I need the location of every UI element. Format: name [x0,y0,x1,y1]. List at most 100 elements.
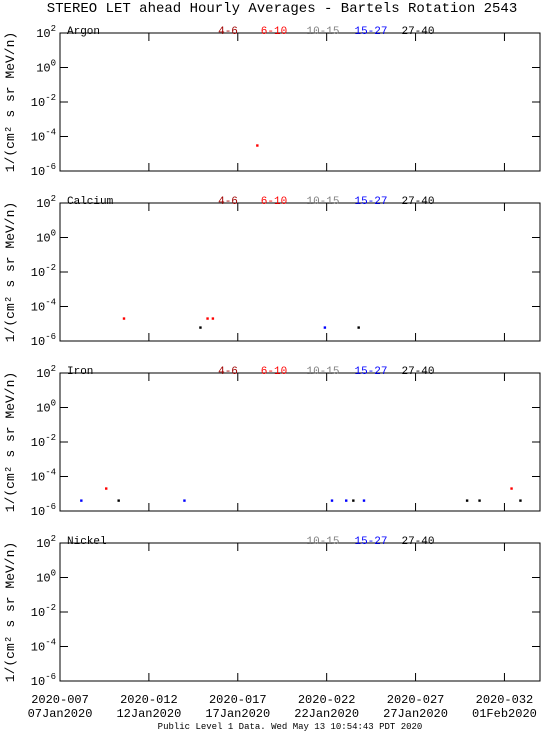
legend-label: 4-6 [218,196,238,208]
legend-label: 15-27 [354,196,387,208]
y-tick-base: 10 [31,675,45,689]
panel [59,372,541,512]
y-tick-exponent: 0 [51,229,56,239]
y-axis-label: 1/(cm² s sr MeV/n) [3,202,18,342]
y-tick-label: 102 [36,194,56,211]
data-point [122,317,126,320]
plot-frame [59,372,541,512]
y-axis-label: 1/(cm² s sr MeV/n) [3,542,18,682]
data-point [478,499,481,502]
data-point [357,326,360,329]
y-tick-label: 100 [36,229,56,246]
y-tick-label: 10-4 [31,298,56,315]
y-tick-exponent: 0 [51,569,56,579]
y-tick-base: 10 [31,641,45,655]
y-tick-exponent: -6 [45,672,56,682]
y-tick-base: 10 [36,572,50,586]
x-tick-label: 2020-007 [31,693,89,707]
panel [59,202,541,342]
x-tick-date: 01Feb2020 [472,707,537,721]
y-tick-label: 100 [36,399,56,416]
y-tick-base: 10 [31,505,45,519]
y-tick-exponent: -4 [45,298,56,308]
legend-label: 4-6 [218,26,238,38]
y-tick-label: 10-2 [31,93,56,110]
panel-label: Nickel [67,536,107,548]
data-point [105,487,108,490]
y-tick-base: 10 [31,131,45,145]
y-tick-exponent: -2 [45,603,56,613]
legend-label: 15-27 [354,26,387,38]
y-tick-base: 10 [31,606,45,620]
data-point [80,499,83,502]
y-tick-base: 10 [31,436,45,450]
y-tick-base: 10 [36,232,50,246]
legend-label: 10-15 [306,536,339,548]
chart-title: STEREO LET ahead Hourly Averages - Barte… [47,1,517,17]
y-tick-exponent: 0 [51,399,56,409]
y-tick-exponent: -4 [45,468,56,478]
y-tick-label: 10-6 [31,162,56,179]
data-point [199,326,202,329]
data-point [465,499,469,502]
panel [59,542,541,682]
legend-label: 27-40 [401,26,434,38]
y-tick-base: 10 [31,266,45,280]
x-tick-label: 2020-012 [120,693,178,707]
y-tick-label: 10-6 [31,672,56,689]
legend-label: 10-15 [306,366,339,378]
y-tick-base: 10 [31,335,45,349]
legend-label: 27-40 [401,366,434,378]
x-tick-label: 2020-027 [387,693,445,707]
y-tick-label: 100 [36,59,56,76]
y-tick-exponent: -6 [45,162,56,172]
data-point [117,499,120,502]
x-tick-date: 27Jan2020 [383,707,448,721]
y-tick-label: 10-4 [31,128,56,145]
y-axis-label: 1/(cm² s sr MeV/n) [3,32,18,172]
y-tick-label: 10-6 [31,332,56,349]
y-tick-label: 102 [36,24,56,41]
x-tick-date: 07Jan2020 [28,707,93,721]
y-tick-label: 10-4 [31,638,56,655]
y-tick-label: 10-2 [31,603,56,620]
data-point [323,326,327,329]
y-tick-exponent: 2 [51,24,56,34]
panel-label: Argon [67,26,100,38]
x-tick-label: 2020-017 [209,693,267,707]
legend-label: 27-40 [401,196,434,208]
data-point [510,487,513,490]
y-tick-base: 10 [36,27,50,41]
legend-label: 6-10 [261,26,287,38]
legend-label: 4-6 [218,366,238,378]
plot-frame [59,542,541,682]
y-tick-exponent: -6 [45,502,56,512]
data-point [345,499,348,502]
y-tick-exponent: 2 [51,194,56,204]
legend-label: 6-10 [261,366,287,378]
x-tick-date: 17Jan2020 [205,707,270,721]
data-point [183,499,186,502]
y-tick-base: 10 [31,471,45,485]
data-point [330,499,334,502]
y-tick-base: 10 [31,96,45,110]
legend-label: 15-27 [354,366,387,378]
data-point [362,499,366,502]
y-tick-exponent: -4 [45,128,56,138]
panel-label: Calcium [67,196,114,208]
plot-frame [59,202,541,342]
y-tick-label: 10-2 [31,263,56,280]
x-tick-label: 2020-022 [298,693,356,707]
data-point [352,499,355,502]
panel-label: Iron [67,366,93,378]
x-tick-date: 12Jan2020 [116,707,181,721]
legend-label: 27-40 [401,536,434,548]
legend-label: 10-15 [306,26,339,38]
x-tick-date: 22Jan2020 [294,707,359,721]
y-tick-base: 10 [36,402,50,416]
data-point [211,317,215,320]
y-tick-exponent: -2 [45,433,56,443]
y-axis-label: 1/(cm² s sr MeV/n) [3,372,18,512]
y-tick-exponent: 2 [51,534,56,544]
